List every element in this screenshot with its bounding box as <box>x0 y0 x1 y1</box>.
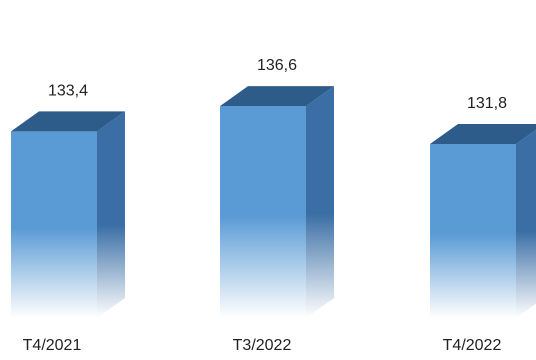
bar-side-face <box>97 111 125 318</box>
x-tick-label: T4/2021 <box>23 337 82 354</box>
value-labels-group: 133,4 136,6 131,8 <box>48 57 507 112</box>
bar-side-face <box>516 129 536 318</box>
category-labels-group: T4/2021 T3/2022 T4/2022 <box>23 337 502 354</box>
bar <box>430 124 536 318</box>
bar-top-face <box>430 124 536 144</box>
x-tick-label: T3/2022 <box>233 337 292 354</box>
bar-front-face <box>11 131 97 318</box>
bar-front-face <box>220 106 306 318</box>
bar <box>220 86 334 318</box>
bar-top-face <box>220 86 334 107</box>
bars-group <box>11 86 536 318</box>
bar <box>11 111 125 318</box>
data-label: 136,6 <box>257 57 297 74</box>
data-label: 133,4 <box>48 82 88 99</box>
x-tick-label: T4/2022 <box>443 337 502 354</box>
bar-front-face <box>430 144 516 318</box>
bar-side-face <box>306 86 334 318</box>
bar-top-face <box>11 111 125 132</box>
data-label: 131,8 <box>467 95 507 112</box>
